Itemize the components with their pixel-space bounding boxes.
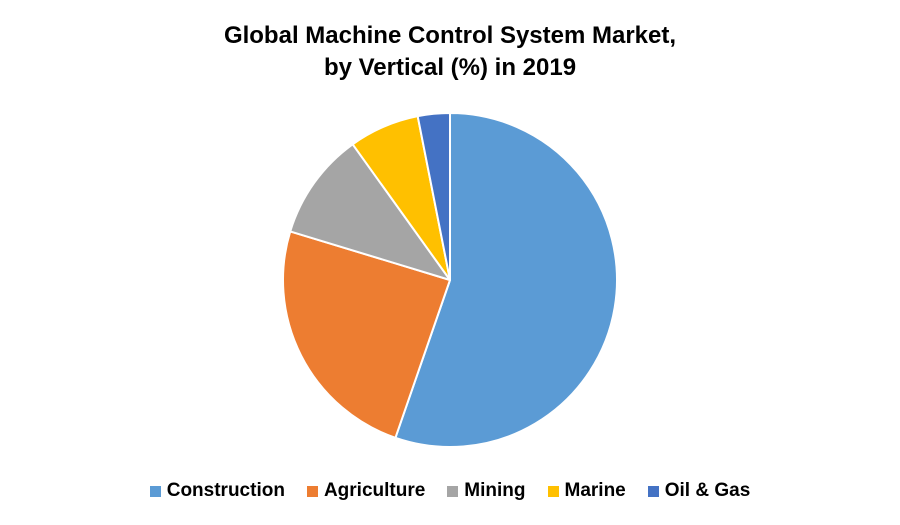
chart-title-line-2: by Vertical (%) in 2019: [323, 54, 577, 81]
legend-swatch-marine: [547, 485, 559, 497]
legend-swatch-mining: [447, 485, 459, 497]
chart-title: Global Machine Control System Market, by…: [0, 20, 900, 84]
pie-slice-mining: [289, 143, 451, 281]
legend-item-agriculture: Agriculture: [306, 480, 426, 502]
legend-label-oil-gas: Oil & Gas: [664, 480, 751, 501]
pie-slice-agriculture: [282, 230, 451, 439]
legend-swatch-oil-gas: [647, 485, 659, 497]
legend-swatch-construction: [149, 485, 161, 497]
legend-item-marine: Marine: [547, 480, 626, 502]
legend-item-mining: Mining: [447, 480, 526, 502]
legend-label-mining: Mining: [464, 480, 526, 501]
legend-swatch-agriculture: [306, 485, 318, 497]
legend-label-marine: Marine: [564, 480, 626, 501]
chart-title-line-1: Global Machine Control System Market,: [223, 22, 677, 49]
legend-item-construction: Construction: [149, 480, 285, 502]
chart-legend: Construction Agriculture Mining Marine Oil &…: [0, 480, 900, 502]
legend-item-oil-gas: Oil & Gas: [647, 480, 751, 502]
legend-label-construction: Construction: [166, 480, 285, 501]
pie-slice-oil-gas: [416, 112, 451, 281]
legend-label-agriculture: Agriculture: [323, 480, 426, 501]
